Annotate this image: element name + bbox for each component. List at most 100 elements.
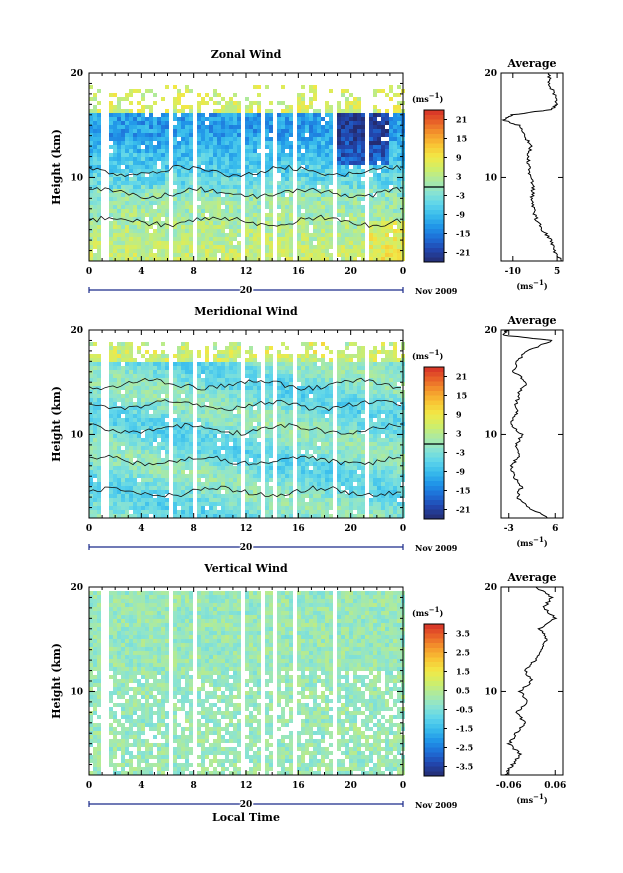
heatmap-cell (157, 201, 161, 205)
heatmap-cell (173, 197, 177, 201)
heatmap-cell (149, 378, 153, 382)
heatmap-cell (325, 430, 329, 434)
heatmap-cell (181, 189, 185, 193)
heatmap-cell (113, 157, 117, 161)
heatmap-cell (125, 466, 129, 470)
heatmap-cell (145, 466, 149, 470)
heatmap-cell (265, 438, 269, 442)
heatmap-cell (357, 201, 361, 205)
heatmap-cell (221, 438, 225, 442)
heatmap-cell (161, 125, 165, 129)
heatmap-cell (257, 398, 261, 402)
heatmap-cell (161, 129, 165, 133)
heatmap-cell (269, 382, 273, 386)
heatmap-cell (341, 161, 345, 165)
heatmap-cell (149, 201, 153, 205)
heatmap-cell (209, 406, 213, 410)
heatmap-cell (229, 466, 233, 470)
heatmap-cell (269, 418, 273, 422)
heatmap-cell (205, 350, 209, 354)
heatmap-cell (165, 466, 169, 470)
heatmap-cell (225, 205, 229, 209)
heatmap-cell (393, 149, 397, 153)
heatmap-cell (125, 93, 129, 97)
heatmap-cell (245, 217, 249, 221)
heatmap-cell (321, 394, 325, 398)
heatmap-cell (317, 422, 321, 426)
heatmap-cell (221, 125, 225, 129)
heatmap-cell (109, 458, 113, 462)
heatmap-cell (317, 153, 321, 157)
heatmap-cell (181, 241, 185, 245)
heatmap-cell (341, 245, 345, 249)
heatmap-cell (205, 125, 209, 129)
heatmap-cell (397, 129, 401, 133)
heatmap-cell (397, 93, 401, 97)
heatmap-cell (257, 382, 261, 386)
heatmap-cell (205, 241, 209, 245)
heatmap-cell (125, 177, 129, 181)
heatmap-cell (117, 386, 121, 390)
heatmap-cell (245, 209, 249, 213)
heatmap-cell (97, 494, 101, 498)
heatmap-cell (141, 137, 145, 141)
heatmap-cell (325, 438, 329, 442)
colorbar-swatch (424, 152, 444, 158)
heatmap-cell (177, 442, 181, 446)
heatmap-cell (377, 153, 381, 157)
heatmap-cell (137, 442, 141, 446)
colorbar-unit-close: ) (440, 94, 444, 104)
heatmap-cell (185, 117, 189, 121)
heatmap-cell (369, 189, 373, 193)
heatmap-cell (217, 466, 221, 470)
heatmap-cell (393, 169, 397, 173)
heatmap-cell (133, 145, 137, 149)
heatmap-cell (197, 129, 201, 133)
heatmap-cell (265, 414, 269, 418)
heatmap-cell (245, 241, 249, 245)
heatmap-cell (133, 410, 137, 414)
heatmap-cell (277, 129, 281, 133)
heatmap-cell (165, 161, 169, 165)
heatmap-cell (201, 418, 205, 422)
heatmap-cell (265, 121, 269, 125)
heatmap-cell (297, 149, 301, 153)
heatmap-cell (349, 253, 353, 257)
heatmap-cell (257, 229, 261, 233)
heatmap-cell (221, 434, 225, 438)
heatmap-cell (257, 217, 261, 221)
heatmap-cell (157, 169, 161, 173)
heatmap-cell (285, 458, 289, 462)
heatmap-cell (229, 354, 233, 358)
heatmap-cell (285, 406, 289, 410)
heatmap-cell (145, 358, 149, 362)
heatmap-cell (201, 129, 205, 133)
heatmap-cell (189, 125, 193, 129)
heatmap-cell (349, 245, 353, 249)
heatmap-cell (181, 350, 185, 354)
heatmap-cell (345, 177, 349, 181)
heatmap-cell (253, 358, 257, 362)
heatmap-cell (305, 378, 309, 382)
heatmap-cell (265, 241, 269, 245)
heatmap-cell (381, 125, 385, 129)
heatmap-cell (381, 241, 385, 245)
heatmap-cell (93, 145, 97, 149)
heatmap-cell (269, 113, 273, 117)
heatmap-cell (177, 161, 181, 165)
heatmap-cell (289, 414, 293, 418)
heatmap-cell (229, 394, 233, 398)
heatmap-cell (145, 205, 149, 209)
heatmap-cell (145, 478, 149, 482)
heatmap-cell (265, 165, 269, 169)
heatmap-cell (269, 354, 273, 358)
heatmap-cell (137, 157, 141, 161)
heatmap-cell (129, 193, 133, 197)
heatmap-cell (269, 402, 273, 406)
heatmap-cell (337, 101, 341, 105)
heatmap-cell (361, 137, 365, 141)
heatmap-cell (93, 506, 97, 510)
heatmap-cell (377, 145, 381, 149)
profile-x-tick-label: -10 (505, 267, 521, 277)
